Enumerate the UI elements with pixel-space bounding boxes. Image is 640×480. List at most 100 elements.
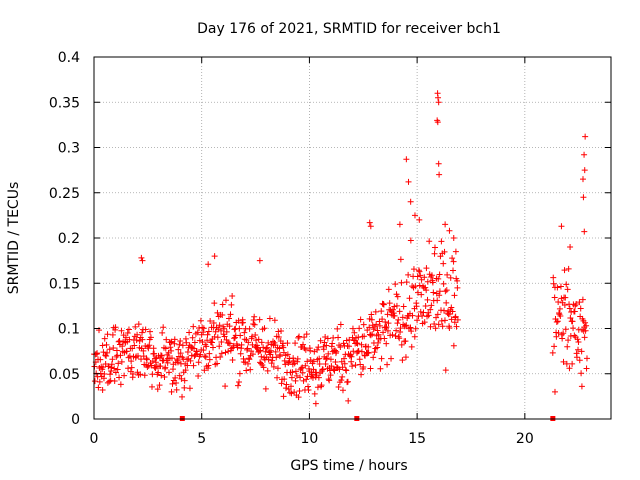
data-point bbox=[200, 347, 207, 354]
data-point bbox=[574, 336, 581, 343]
data-point bbox=[146, 342, 153, 349]
data-point bbox=[419, 312, 426, 319]
data-point bbox=[435, 94, 442, 101]
data-point bbox=[396, 308, 403, 315]
data-point bbox=[576, 299, 583, 306]
data-point bbox=[381, 335, 388, 342]
y-tick-label: 0.35 bbox=[49, 95, 80, 111]
data-point bbox=[365, 350, 372, 357]
data-point bbox=[450, 258, 457, 265]
data-point bbox=[567, 315, 574, 322]
data-point bbox=[554, 318, 561, 325]
data-point bbox=[258, 360, 265, 367]
data-point bbox=[336, 366, 343, 373]
data-point bbox=[326, 377, 333, 384]
x-tick-label: 15 bbox=[408, 431, 426, 447]
data-point bbox=[400, 303, 407, 310]
data-point bbox=[179, 393, 186, 400]
data-point bbox=[373, 321, 380, 328]
data-point bbox=[327, 372, 334, 379]
data-point bbox=[91, 363, 98, 370]
data-point bbox=[414, 317, 421, 324]
data-point bbox=[116, 374, 123, 381]
chart-title: Day 176 of 2021, SRMTID for receiver bch… bbox=[197, 21, 501, 37]
data-point bbox=[200, 325, 207, 332]
data-point bbox=[106, 346, 113, 353]
data-point bbox=[97, 356, 104, 363]
data-point bbox=[128, 358, 135, 365]
data-point bbox=[265, 356, 272, 363]
data-point bbox=[583, 365, 590, 372]
data-point bbox=[218, 327, 225, 334]
data-point bbox=[426, 238, 433, 245]
data-point bbox=[553, 318, 560, 325]
data-point bbox=[569, 318, 576, 325]
data-point bbox=[579, 176, 586, 183]
data-point bbox=[450, 235, 457, 241]
data-point bbox=[202, 354, 209, 361]
data-point bbox=[403, 156, 410, 163]
data-point bbox=[376, 322, 383, 329]
data-point bbox=[205, 328, 212, 335]
data-point bbox=[371, 349, 378, 356]
data-point bbox=[322, 360, 329, 367]
data-point bbox=[581, 167, 588, 174]
data-point bbox=[562, 294, 569, 301]
data-point bbox=[226, 323, 233, 330]
data-point bbox=[210, 320, 217, 327]
data-point bbox=[382, 319, 389, 326]
data-point bbox=[435, 160, 442, 167]
data-point bbox=[576, 357, 583, 364]
data-point bbox=[191, 339, 198, 346]
data-point bbox=[410, 266, 417, 273]
data-point bbox=[285, 359, 292, 366]
data-point bbox=[95, 384, 102, 391]
data-point bbox=[365, 343, 372, 350]
data-point bbox=[214, 309, 221, 316]
data-point bbox=[206, 356, 213, 363]
data-point bbox=[557, 283, 564, 290]
data-point bbox=[353, 339, 360, 346]
x-axis-label: GPS time / hours bbox=[290, 458, 407, 474]
data-point bbox=[399, 357, 406, 364]
data-point bbox=[314, 384, 321, 391]
data-point bbox=[287, 383, 294, 390]
data-point bbox=[301, 334, 308, 341]
data-point bbox=[244, 360, 251, 367]
data-point bbox=[186, 385, 193, 392]
data-point bbox=[448, 316, 455, 323]
data-point bbox=[374, 327, 381, 334]
data-point bbox=[352, 362, 359, 369]
data-point bbox=[294, 355, 301, 362]
data-point bbox=[422, 302, 429, 309]
data-point bbox=[168, 388, 175, 395]
data-point bbox=[147, 328, 154, 335]
data-point bbox=[154, 386, 161, 393]
data-point bbox=[385, 320, 392, 327]
data-point bbox=[229, 357, 236, 364]
data-point bbox=[424, 296, 431, 303]
data-point bbox=[295, 334, 302, 341]
data-point bbox=[122, 334, 129, 341]
data-point bbox=[307, 357, 314, 364]
data-point bbox=[431, 250, 438, 257]
data-point bbox=[566, 305, 573, 312]
data-point bbox=[558, 295, 565, 302]
data-point bbox=[237, 350, 244, 357]
data-point bbox=[323, 355, 330, 362]
data-point bbox=[562, 326, 569, 333]
data-point bbox=[416, 282, 423, 289]
data-point bbox=[297, 374, 304, 381]
data-point bbox=[178, 375, 185, 382]
data-point bbox=[226, 315, 233, 322]
data-point bbox=[441, 307, 448, 314]
data-point bbox=[299, 369, 306, 376]
data-point bbox=[374, 344, 381, 351]
data-point bbox=[186, 329, 193, 336]
data-point bbox=[388, 355, 395, 362]
data-point bbox=[447, 274, 454, 281]
data-point bbox=[316, 355, 323, 362]
data-point bbox=[454, 284, 461, 291]
data-point bbox=[303, 331, 310, 338]
data-point bbox=[411, 212, 418, 219]
